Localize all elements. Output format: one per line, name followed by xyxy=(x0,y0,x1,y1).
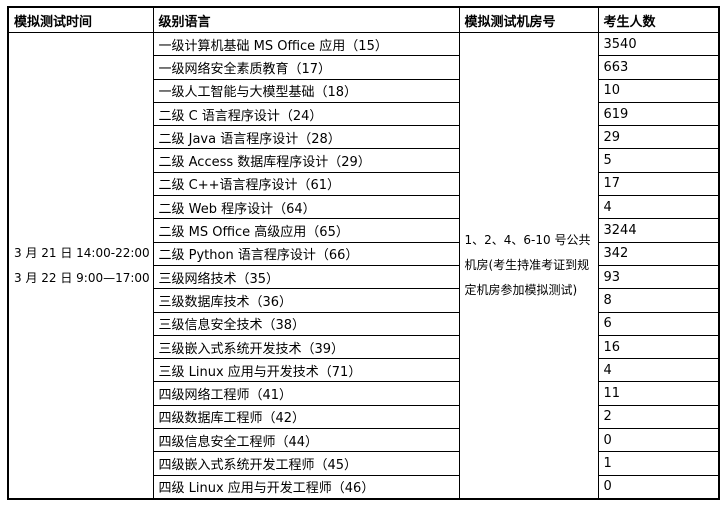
table-row: 二级 Java 语言程序设计（28） 29 xyxy=(8,125,720,150)
header-row: 模拟测试时间 级别语言 模拟测试机房号 考生人数 xyxy=(7,6,720,33)
course-cell: 二级 Web 程序设计（64） xyxy=(152,195,460,220)
table-row: 三级嵌入式系统开发技术（39） 16 xyxy=(8,334,720,360)
table-header: 模拟测试时间 级别语言 模拟测试机房号 考生人数 xyxy=(7,6,720,33)
table-row: 二级 Python 语言程序设计（66） 342 xyxy=(8,241,720,266)
course-cell: 一级人工智能与大模型基础（18） xyxy=(152,78,460,103)
candidate-count-cell: 3540 xyxy=(597,31,720,57)
test-time-cell: 3 月 21 日 14:00-22:00 3 月 22 日 9:00—17:00 xyxy=(7,32,154,500)
table-body: 3 月 21 日 14:00-22:00 3 月 22 日 9:00—17:00 一… xyxy=(7,31,720,500)
table-row: 三级数据库技术（36） 8 xyxy=(8,288,720,313)
candidate-count-cell: 3244 xyxy=(597,218,720,243)
candidate-count-cell: 1 xyxy=(597,451,720,476)
header-level-language: 级别语言 xyxy=(152,6,460,33)
room-note-cell: 1、2、4、6-10 号公共机房(考生持准考证到规定机房参加模拟测试) xyxy=(458,32,599,500)
candidate-count-cell: 4 xyxy=(597,358,720,383)
course-cell: 二级 Python 语言程序设计（66） xyxy=(152,241,460,266)
course-cell: 三级数据库技术（36） xyxy=(152,288,460,313)
exam-schedule-table: 模拟测试时间 级别语言 模拟测试机房号 考生人数 3 月 21 日 14:00-… xyxy=(7,6,720,500)
course-cell: 四级网络工程师（41） xyxy=(152,381,460,406)
table-row: 二级 Web 程序设计（64） 4 xyxy=(8,195,720,220)
table-row: 四级嵌入式系统开发工程师（45） 1 xyxy=(8,451,720,476)
course-cell: 三级信息安全技术（38） xyxy=(152,311,460,336)
course-cell: 三级网络技术（35） xyxy=(152,264,460,290)
table-row: 三级信息安全技术（38） 6 xyxy=(8,311,720,336)
course-cell: 四级数据库工程师（42） xyxy=(152,404,460,430)
test-time-line: 3 月 22 日 9:00—17:00 xyxy=(14,270,150,285)
candidate-count-cell: 8 xyxy=(597,288,720,313)
candidate-count-cell: 4 xyxy=(597,195,720,220)
candidate-count-cell: 16 xyxy=(597,334,720,360)
candidate-count-cell: 0 xyxy=(597,474,720,500)
candidate-count-cell: 10 xyxy=(597,78,720,103)
candidate-count-cell: 2 xyxy=(597,404,720,430)
candidate-count-cell: 29 xyxy=(597,125,720,150)
course-cell: 二级 C 语言程序设计（24） xyxy=(152,101,460,127)
header-test-time: 模拟测试时间 xyxy=(7,6,154,33)
course-cell: 二级 Access 数据库程序设计（29） xyxy=(152,148,460,173)
course-cell: 三级 Linux 应用与开发技术（71） xyxy=(152,358,460,383)
course-cell: 二级 MS Office 高级应用（65） xyxy=(152,218,460,243)
table-row: 三级 Linux 应用与开发技术（71） 4 xyxy=(8,358,720,383)
course-cell: 二级 C++语言程序设计（61） xyxy=(152,171,460,197)
course-cell: 三级嵌入式系统开发技术（39） xyxy=(152,334,460,360)
course-cell: 一级计算机基础 MS Office 应用（15） xyxy=(152,31,460,57)
table-row: 二级 C 语言程序设计（24） 619 xyxy=(8,101,720,127)
table-row: 四级信息安全工程师（44） 0 xyxy=(8,428,720,453)
course-cell: 四级嵌入式系统开发工程师（45） xyxy=(152,451,460,476)
table-row: 一级网络安全素质教育（17） 663 xyxy=(8,55,720,80)
table-row: 四级 Linux 应用与开发工程师（46） 0 xyxy=(8,474,720,500)
course-cell: 四级信息安全工程师（44） xyxy=(152,428,460,453)
candidate-count-cell: 0 xyxy=(597,428,720,453)
table-row: 3 月 21 日 14:00-22:00 3 月 22 日 9:00—17:00 一… xyxy=(7,31,720,500)
table-row: 三级网络技术（35） 93 xyxy=(8,264,720,290)
course-cell: 二级 Java 语言程序设计（28） xyxy=(152,125,460,150)
candidate-count-cell: 663 xyxy=(597,55,720,80)
course-cell: 一级网络安全素质教育（17） xyxy=(152,55,460,80)
candidate-count-cell: 5 xyxy=(597,148,720,173)
table-row: 二级 MS Office 高级应用（65） 3244 xyxy=(8,218,720,243)
table-row: 二级 Access 数据库程序设计（29） 5 xyxy=(8,148,720,173)
test-time-line: 3 月 21 日 14:00-22:00 xyxy=(14,245,150,260)
candidate-count-cell: 17 xyxy=(597,171,720,197)
candidate-count-cell: 619 xyxy=(597,101,720,127)
candidate-count-cell: 6 xyxy=(597,311,720,336)
header-room-number: 模拟测试机房号 xyxy=(458,6,599,33)
header-candidate-count: 考生人数 xyxy=(597,6,720,33)
candidate-count-cell: 11 xyxy=(597,381,720,406)
candidate-count-cell: 93 xyxy=(597,264,720,290)
candidate-count-cell: 342 xyxy=(597,241,720,266)
course-cell: 四级 Linux 应用与开发工程师（46） xyxy=(152,474,460,500)
table-row: 四级网络工程师（41） 11 xyxy=(8,381,720,406)
